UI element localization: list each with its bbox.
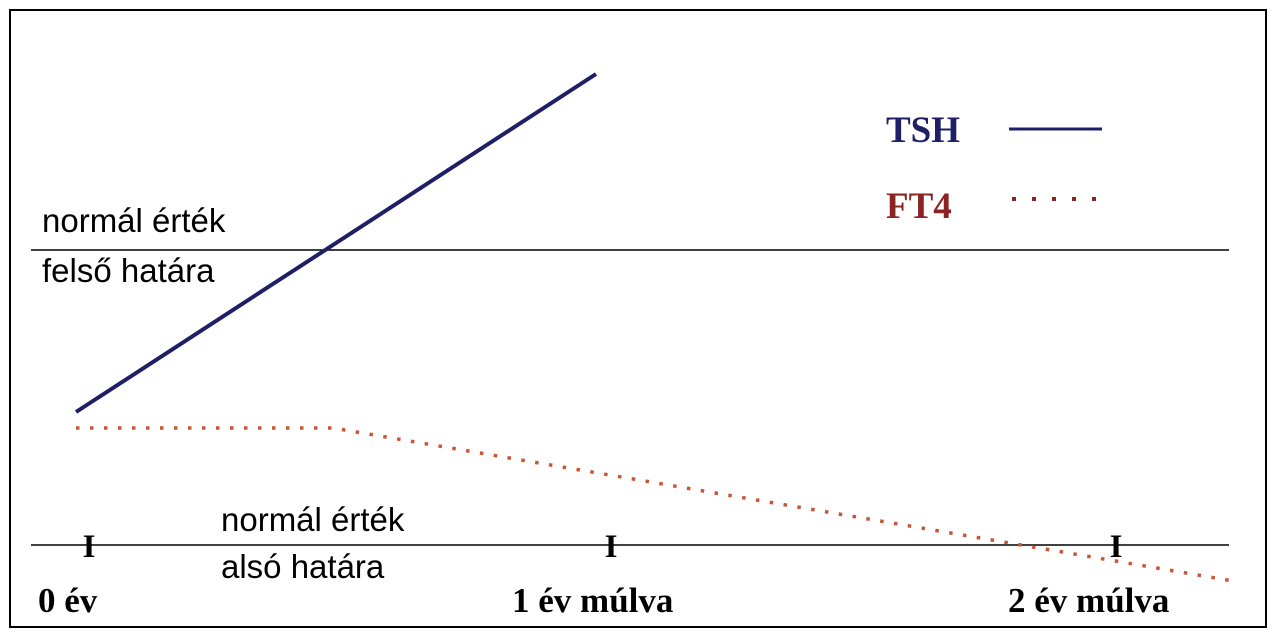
tick-label-2: 2 év múlva — [1008, 581, 1169, 620]
legend-label-ft4: FT4 — [886, 186, 952, 227]
tick-mark-1: I — [605, 529, 618, 565]
upper-limit-label-line1: normál érték — [42, 202, 226, 239]
tick-mark-2: I — [1110, 529, 1123, 565]
tick-mark-0: I — [83, 529, 96, 565]
lower-limit-label-line1: normál érték — [221, 501, 405, 538]
lower-limit-label-line2: alsó határa — [221, 548, 385, 585]
legend-label-tsh: TSH — [886, 110, 960, 151]
tick-label-1: 1 év múlva — [512, 581, 673, 620]
tick-label-0: 0 év — [38, 581, 98, 620]
upper-limit-label-line2: felső határa — [42, 252, 215, 289]
ft4-series-line — [76, 426, 1240, 584]
tsh-series-line — [74, 72, 598, 414]
